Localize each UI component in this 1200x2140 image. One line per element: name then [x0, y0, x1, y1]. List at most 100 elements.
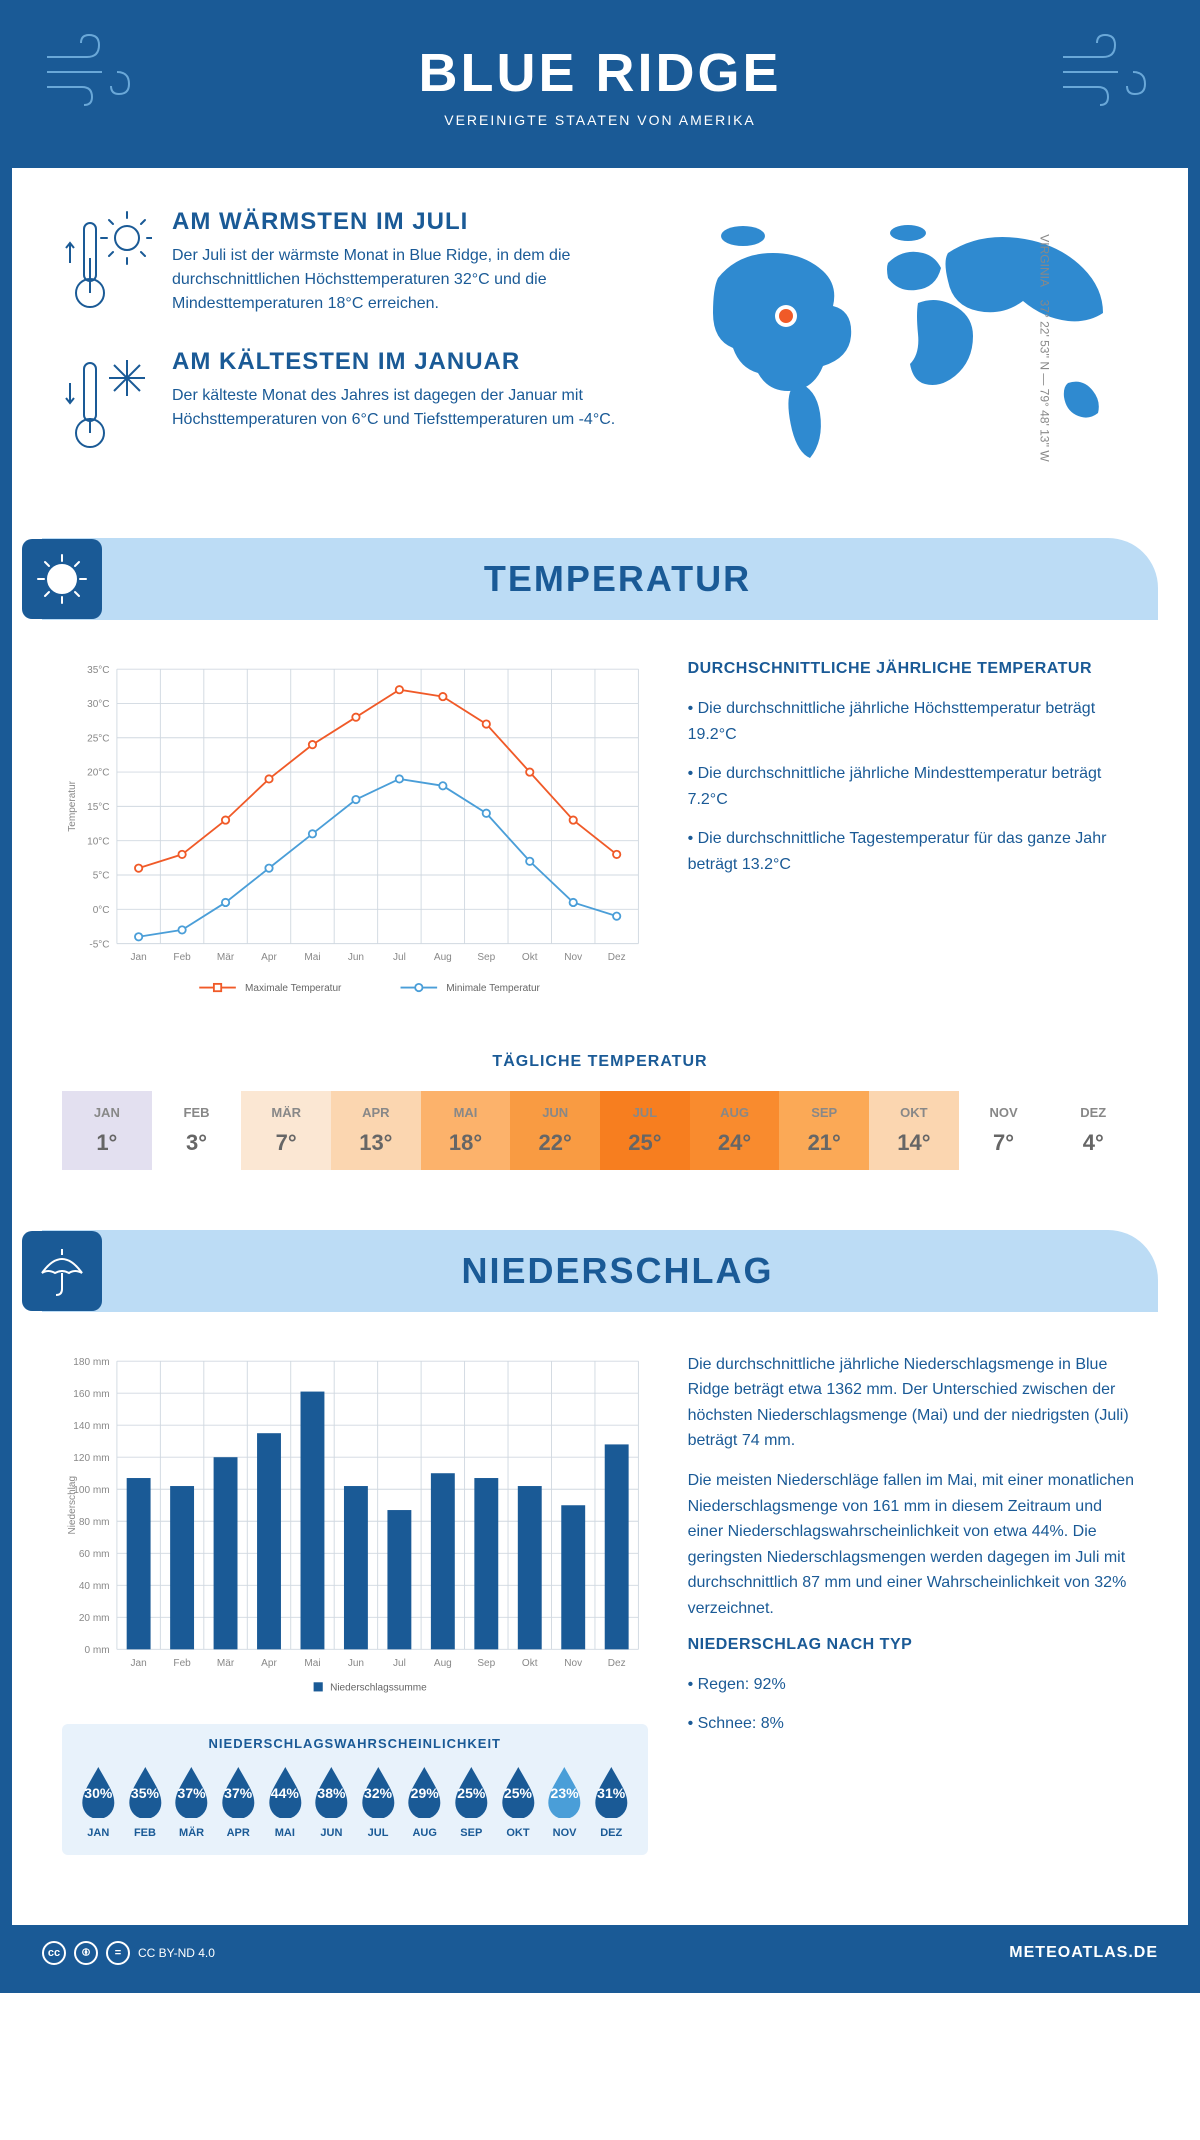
- svg-text:25°C: 25°C: [87, 733, 109, 744]
- daily-temp-cell: AUG24°: [690, 1091, 780, 1170]
- precip-prob-drop: 25%SEP: [451, 1763, 492, 1839]
- precip-prob-drop: 29%AUG: [404, 1763, 445, 1839]
- warmest-block: AM WÄRMSTEN IM JULI Der Juli ist der wär…: [62, 208, 648, 318]
- svg-text:0 mm: 0 mm: [84, 1645, 109, 1656]
- svg-text:Sep: Sep: [477, 1657, 495, 1668]
- svg-text:Feb: Feb: [173, 952, 191, 963]
- precipitation-title: NIEDERSCHLAG: [127, 1250, 1108, 1292]
- svg-text:20°C: 20°C: [87, 768, 109, 779]
- svg-text:Jun: Jun: [348, 1657, 364, 1668]
- svg-text:140 mm: 140 mm: [73, 1421, 109, 1432]
- page-title: BLUE RIDGE: [32, 42, 1168, 104]
- svg-text:Jun: Jun: [348, 952, 364, 963]
- svg-text:180 mm: 180 mm: [73, 1356, 109, 1367]
- annual-temp-bullet: Die durchschnittliche jährliche Höchstte…: [688, 696, 1138, 747]
- daily-temp-cell: MÄR7°: [241, 1091, 331, 1170]
- daily-temp-cell: NOV7°: [959, 1091, 1049, 1170]
- svg-text:15°C: 15°C: [87, 802, 109, 813]
- warmest-heading: AM WÄRMSTEN IM JULI: [172, 208, 648, 236]
- thermometer-sun-icon: [62, 208, 152, 318]
- svg-text:Okt: Okt: [522, 952, 538, 963]
- svg-text:Mär: Mär: [217, 952, 235, 963]
- umbrella-icon: [22, 1231, 102, 1311]
- svg-text:Apr: Apr: [261, 1657, 277, 1668]
- temperature-title: TEMPERATUR: [127, 558, 1108, 600]
- precip-type-item: Schnee: 8%: [688, 1711, 1138, 1737]
- precip-prob-drop: 37%MÄR: [171, 1763, 212, 1839]
- svg-text:40 mm: 40 mm: [79, 1581, 110, 1592]
- precip-prob-drop: 37%APR: [218, 1763, 259, 1839]
- svg-text:Jul: Jul: [393, 952, 406, 963]
- annual-temp-bullet: Die durchschnittliche jährliche Mindestt…: [688, 761, 1138, 812]
- svg-text:Dez: Dez: [608, 952, 626, 963]
- wind-icon: [1058, 32, 1158, 112]
- brand-label: METEOATLAS.DE: [1009, 1944, 1158, 1962]
- svg-text:Sep: Sep: [477, 952, 495, 963]
- svg-text:Jan: Jan: [131, 1657, 147, 1668]
- svg-text:Nov: Nov: [564, 952, 582, 963]
- svg-text:Mai: Mai: [304, 952, 320, 963]
- svg-text:Niederschlagssumme: Niederschlagssumme: [330, 1682, 427, 1693]
- precip-prob-drop: 31%DEZ: [591, 1763, 632, 1839]
- svg-text:Mär: Mär: [217, 1657, 235, 1668]
- annual-temp-heading: DURCHSCHNITTLICHE JÄHRLICHE TEMPERATUR: [688, 660, 1138, 678]
- precip-prob-drop: 25%OKT: [498, 1763, 539, 1839]
- svg-text:20 mm: 20 mm: [79, 1613, 110, 1624]
- svg-text:60 mm: 60 mm: [79, 1549, 110, 1560]
- temperature-line-chart: -5°C 0°C 5°C 10°C 15°C 20°C 25°C 30°C 35°C Jan Feb…: [62, 660, 648, 1008]
- precip-type-heading: NIEDERSCHLAG NACH TYP: [688, 1636, 1138, 1654]
- svg-text:100 mm: 100 mm: [73, 1485, 109, 1496]
- svg-text:10°C: 10°C: [87, 836, 109, 847]
- daily-temp-cell: OKT14°: [869, 1091, 959, 1170]
- svg-text:-5°C: -5°C: [89, 939, 109, 950]
- svg-text:5°C: 5°C: [93, 871, 110, 882]
- coldest-heading: AM KÄLTESTEN IM JANUAR: [172, 348, 648, 376]
- precip-prob-heading: NIEDERSCHLAGSWAHRSCHEINLICHKEIT: [78, 1736, 632, 1751]
- thermometer-snow-icon: [62, 348, 152, 458]
- svg-text:Mai: Mai: [304, 1657, 320, 1668]
- precip-type-item: Regen: 92%: [688, 1672, 1138, 1698]
- daily-temp-heading: TÄGLICHE TEMPERATUR: [62, 1053, 1138, 1071]
- svg-text:Feb: Feb: [173, 1657, 191, 1668]
- sun-icon: [22, 539, 102, 619]
- precip-prob-drop: 35%FEB: [125, 1763, 166, 1839]
- svg-text:Apr: Apr: [261, 952, 277, 963]
- svg-text:0°C: 0°C: [93, 905, 110, 916]
- license-text: CC BY-ND 4.0: [138, 1946, 215, 1960]
- coldest-text: Der kälteste Monat des Jahres ist dagege…: [172, 384, 648, 432]
- precipitation-probability-block: NIEDERSCHLAGSWAHRSCHEINLICHKEIT 30%JAN35…: [62, 1724, 648, 1855]
- svg-text:Temperatur: Temperatur: [67, 780, 78, 831]
- precipitation-bar-chart: 0 mm 20 mm 40 mm 60 mm 80 mm 100 mm 120 mm 140 …: [62, 1352, 648, 1700]
- svg-text:Dez: Dez: [608, 1657, 626, 1668]
- svg-text:Aug: Aug: [434, 952, 452, 963]
- svg-text:Niederschlag: Niederschlag: [67, 1476, 78, 1535]
- daily-temp-cell: JUN22°: [510, 1091, 600, 1170]
- daily-temp-cell: DEZ4°: [1048, 1091, 1138, 1170]
- daily-temp-table: JAN1°FEB3°MÄR7°APR13°MAI18°JUN22°JUL25°A…: [62, 1091, 1138, 1170]
- annual-temp-bullet: Die durchschnittliche Tagestemperatur fü…: [688, 826, 1138, 877]
- svg-text:Okt: Okt: [522, 1657, 538, 1668]
- coldest-block: AM KÄLTESTEN IM JANUAR Der kälteste Mona…: [62, 348, 648, 458]
- svg-text:80 mm: 80 mm: [79, 1517, 110, 1528]
- svg-text:120 mm: 120 mm: [73, 1453, 109, 1464]
- daily-temp-cell: FEB3°: [152, 1091, 242, 1170]
- svg-text:160 mm: 160 mm: [73, 1389, 109, 1400]
- daily-temp-cell: APR13°: [331, 1091, 421, 1170]
- svg-text:35°C: 35°C: [87, 665, 109, 676]
- svg-text:Nov: Nov: [564, 1657, 582, 1668]
- svg-text:Jul: Jul: [393, 1657, 406, 1668]
- daily-temp-cell: MAI18°: [421, 1091, 511, 1170]
- daily-temp-cell: JUL25°: [600, 1091, 690, 1170]
- daily-temp-cell: JAN1°: [62, 1091, 152, 1170]
- nd-icon: =: [106, 1941, 130, 1965]
- precip-para: Die meisten Niederschläge fallen im Mai,…: [688, 1468, 1138, 1622]
- license-block: cc 🅯 = CC BY-ND 4.0: [42, 1941, 215, 1965]
- precip-prob-drop: 44%MAI: [265, 1763, 306, 1839]
- svg-text:30°C: 30°C: [87, 699, 109, 710]
- daily-temp-cell: SEP21°: [779, 1091, 869, 1170]
- coordinates-label: VIRGINIA 37° 22' 53'' N — 79° 48' 13'' W: [1037, 234, 1051, 461]
- page-footer: cc 🅯 = CC BY-ND 4.0 METEOATLAS.DE: [12, 1925, 1188, 1981]
- warmest-text: Der Juli ist der wärmste Monat in Blue R…: [172, 244, 648, 316]
- svg-text:Jan: Jan: [131, 952, 147, 963]
- world-map: [688, 208, 1138, 468]
